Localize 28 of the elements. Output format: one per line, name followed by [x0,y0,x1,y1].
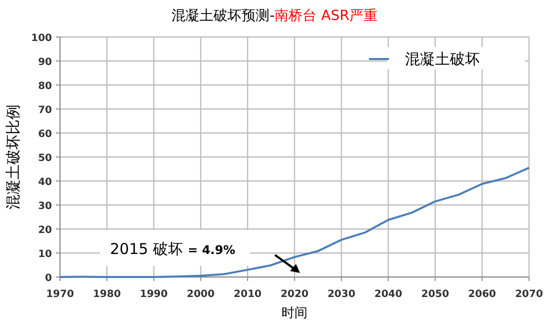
y-tick-label: 80 [38,81,52,92]
x-tick-label: 2060 [468,289,496,300]
chart-subtitle: 南桥台 ASR严重 [274,8,378,24]
y-tick-label: 60 [38,129,52,140]
y-tick-label: 10 [38,249,52,260]
x-tick-label: 2070 [515,289,543,300]
y-tick-label: 30 [38,201,52,212]
y-tick-label: 70 [38,105,52,116]
y-tick-label: 50 [38,153,52,164]
annotation: 2015 破坏 = 4.9% [110,240,236,258]
y-tick-label: 40 [38,177,52,188]
x-tick-label: 2000 [186,289,215,300]
y-tick-label: 20 [38,225,52,236]
x-tick-label: 1980 [92,289,121,300]
x-tick-label: 2050 [421,289,450,300]
y-axis-title: 混凝土破坏比例 [4,104,22,210]
y-tick-label: 0 [45,273,52,284]
x-tick-label: 2010 [234,289,262,300]
x-tick-label: 1970 [46,289,74,300]
x-tick-label: 2040 [374,289,402,300]
y-tick-label: 90 [38,57,52,68]
y-tick-label: 100 [31,33,52,44]
legend-label: 混凝土破坏 [405,50,480,68]
x-tick-label: 2030 [327,289,356,300]
x-tick-label: 2020 [280,289,308,300]
x-tick-label: 1990 [140,289,168,300]
chart-title: 混凝土破坏预测- [172,8,275,24]
x-axis-title: 时间 [282,306,308,321]
